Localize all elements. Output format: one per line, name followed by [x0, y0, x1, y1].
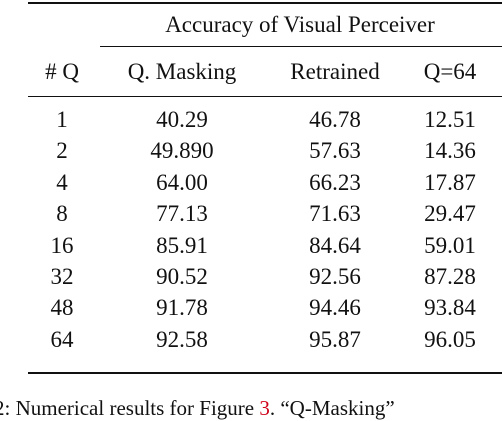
table-cell: 93.84: [424, 295, 476, 321]
group-rule: [100, 46, 502, 47]
table-cell: 71.63: [309, 201, 361, 227]
column-header: # Q: [45, 59, 79, 84]
table-cell: 77.13: [156, 201, 208, 227]
table-cell: 90.52: [156, 264, 208, 289]
caption: 2: Numerical results for Figure 3. “Q-Ma…: [0, 396, 395, 421]
column-header: Q=64: [423, 59, 477, 84]
caption-text: 2: Numerical results for Figure: [0, 396, 260, 420]
table-cell: 64: [50, 326, 74, 352]
table-cell: 57.63: [309, 138, 361, 164]
table-cell: 8: [56, 201, 68, 227]
bottom-rule: [28, 372, 502, 374]
caption-text: . “Q-Masking”: [269, 396, 395, 420]
table-cell: 94.46: [309, 295, 361, 321]
table-cell: 64.00: [156, 169, 208, 195]
table-cell: 59.01: [424, 232, 476, 258]
column-header: Q. Masking: [127, 59, 237, 84]
table-cell: 95.87: [309, 326, 361, 352]
table-cell: 14.36: [424, 138, 476, 164]
table-cell: 17.87: [424, 169, 476, 195]
table-cell: 1: [56, 107, 68, 132]
table-cell: 16: [50, 232, 74, 258]
group-header: Accuracy of Visual Perceiver: [165, 12, 435, 37]
table-cell: 46.78: [309, 107, 361, 132]
table-cell: 92.58: [156, 326, 208, 352]
table-cell: 32: [50, 264, 74, 289]
table-cell: 49.890: [150, 138, 214, 164]
table-cell: 40.29: [156, 107, 208, 132]
table-cell: 91.78: [156, 295, 208, 321]
table-cell: 85.91: [156, 232, 208, 258]
table-cell: 84.64: [309, 232, 361, 258]
table-cell: 48: [50, 295, 74, 321]
table-cell: 96.05: [424, 326, 476, 352]
mid-rule: [28, 96, 502, 97]
table-cell: 4: [56, 169, 68, 195]
table-cell: 66.23: [309, 169, 361, 195]
top-rule: [28, 2, 502, 4]
caption-ref[interactable]: 3: [259, 396, 270, 420]
table-cell: 87.28: [424, 264, 476, 289]
table-cell: 29.47: [424, 201, 476, 227]
column-header: Retrained: [290, 59, 380, 84]
table-cell: 12.51: [424, 107, 476, 132]
table-cell: 2: [56, 138, 68, 164]
table-cell: 92.56: [309, 264, 361, 289]
